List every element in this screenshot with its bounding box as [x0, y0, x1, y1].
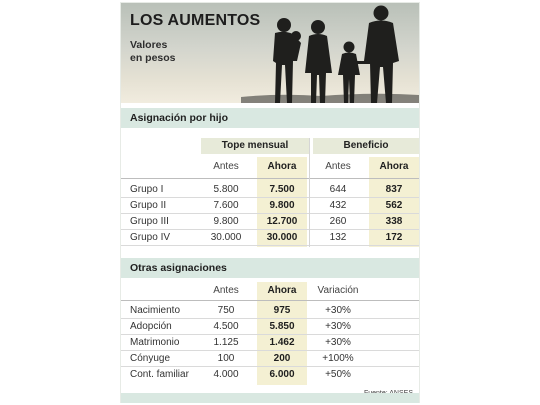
cell-value: 200: [273, 353, 291, 364]
footer-bar: [121, 393, 419, 403]
section-header-otras: Otras asignaciones: [121, 258, 419, 278]
cell-value: 837: [385, 184, 403, 195]
cell-value: 644: [329, 184, 347, 195]
col-header-antes: Antes: [213, 161, 239, 172]
table-row: Grupo I 5.800 7.500 644 837: [121, 182, 419, 198]
section-title: Asignación por hijo: [130, 112, 229, 124]
cell-value: 9.800: [269, 200, 295, 211]
cell-value: 975: [273, 305, 291, 316]
col-header-ahora: Ahora: [267, 161, 297, 172]
column-divider: [309, 138, 310, 247]
table-row: Grupo IV 30.000 30.000 132 172: [121, 230, 419, 246]
hero-banner: LOS AUMENTOS Valores en pesos: [121, 3, 419, 103]
row-label: Adopción: [130, 321, 172, 332]
cell-value: 6.000: [269, 369, 295, 380]
row-label: Matrimonio: [130, 337, 180, 348]
divider: [121, 300, 419, 301]
row-label: Grupo III: [130, 216, 169, 227]
group-header-beneficio: Beneficio: [313, 138, 419, 154]
highlight-column: [369, 157, 419, 247]
cell-value: +30%: [325, 321, 351, 332]
page-title: LOS AUMENTOS: [130, 12, 261, 29]
table-row: Grupo III 9.800 12.700 260 338: [121, 214, 419, 230]
table-row: Matrimonio 1.125 1.462 +30%: [121, 335, 419, 351]
table-row: Adopción 4.500 5.850 +30%: [121, 319, 419, 335]
table-row: Nacimiento 750 975 +30%: [121, 303, 419, 319]
table-row: Grupo II 7.600 9.800 432 562: [121, 198, 419, 214]
divider: [121, 178, 419, 179]
cell-value: 132: [329, 232, 347, 243]
cell-value: 30.000: [210, 232, 242, 243]
cell-value: 432: [329, 200, 347, 211]
highlight-column: [257, 157, 307, 247]
section-header-asignacion: Asignación por hijo: [121, 108, 419, 128]
cell-value: 1.462: [269, 337, 295, 348]
cell-value: 1.125: [213, 337, 239, 348]
cell-value: 7.500: [269, 184, 295, 195]
col-header-ahora: Ahora: [267, 285, 297, 296]
cell-value: 4.000: [213, 369, 239, 380]
col-header-antes: Antes: [213, 285, 239, 296]
section-title: Otras asignaciones: [130, 262, 227, 274]
family-silhouette-image: [241, 5, 419, 103]
cell-value: 172: [385, 232, 403, 243]
row-label: Grupo I: [130, 184, 164, 195]
page-subtitle: Valores en pesos: [130, 39, 176, 64]
cell-value: +30%: [325, 337, 351, 348]
cell-value: +30%: [325, 305, 351, 316]
row-label: Cont. familiar: [130, 369, 189, 380]
cell-value: 5.800: [213, 184, 239, 195]
row-label: Grupo II: [130, 200, 167, 211]
cell-value: 9.800: [213, 216, 239, 227]
cell-value: 30.000: [266, 232, 298, 243]
highlight-column: [257, 282, 307, 385]
cell-value: 750: [217, 305, 235, 316]
group-header-tope: Tope mensual: [201, 138, 309, 154]
cell-value: 12.700: [266, 216, 298, 227]
row-label: Grupo IV: [130, 232, 171, 243]
col-header-ahora: Ahora: [379, 161, 409, 172]
cell-value: 562: [385, 200, 403, 211]
cell-value: 4.500: [213, 321, 239, 332]
table-row: Cónyuge 100 200 +100%: [121, 351, 419, 367]
col-header-antes: Antes: [325, 161, 351, 172]
cell-value: 100: [217, 353, 235, 364]
cell-value: 338: [385, 216, 403, 227]
col-header-variacion: Variación: [317, 285, 359, 296]
infographic-card: LOS AUMENTOS Valores en pesos Asignación…: [120, 2, 420, 403]
cell-value: +100%: [322, 353, 354, 364]
row-label: Nacimiento: [130, 305, 181, 316]
table-row: Cont. familiar 4.000 6.000 +50%: [121, 367, 419, 383]
row-label: Cónyuge: [130, 353, 171, 364]
cell-value: +50%: [325, 369, 351, 380]
cell-value: 260: [329, 216, 347, 227]
cell-value: 7.600: [213, 200, 239, 211]
cell-value: 5.850: [269, 321, 295, 332]
